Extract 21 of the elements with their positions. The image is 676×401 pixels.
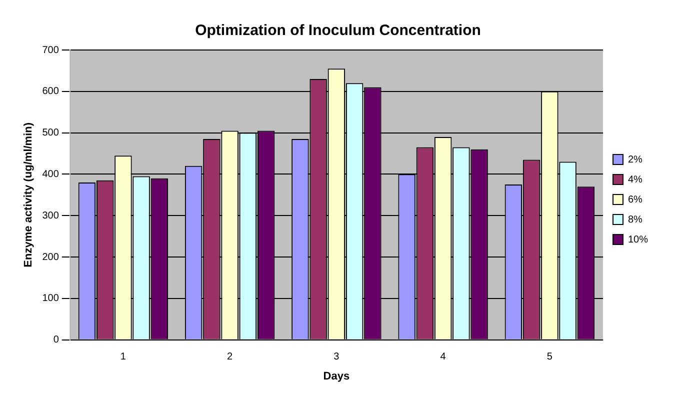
y-tick-label: 400 (42, 168, 60, 180)
x-tick-label: 1 (120, 352, 126, 363)
x-tick-label: 4 (440, 352, 446, 363)
x-tick-label: 5 (546, 352, 553, 363)
legend-label: 6% (628, 194, 643, 206)
legend-label: 8% (628, 214, 643, 226)
legend-label: 10% (628, 234, 648, 246)
x-axis-title: Days (323, 370, 350, 382)
x-tick-label: 3 (334, 352, 340, 363)
y-axis-title: Enzyme activity (ug/ml/min) (22, 122, 35, 268)
y-tick-label: 200 (42, 252, 60, 263)
legend-label: 4% (628, 174, 643, 186)
y-tick-label: 300 (42, 210, 60, 222)
y-tick-label: 100 (42, 293, 60, 304)
y-tick-label: 600 (42, 86, 60, 98)
y-tick-label: 0 (53, 334, 60, 346)
y-tick-label: 500 (42, 128, 60, 139)
x-tick-label: 2 (227, 352, 234, 363)
chart-title: Optimization of Inoculum Concentration (195, 22, 481, 40)
y-tick-label: 700 (42, 44, 60, 56)
legend-label: 2% (628, 154, 643, 166)
